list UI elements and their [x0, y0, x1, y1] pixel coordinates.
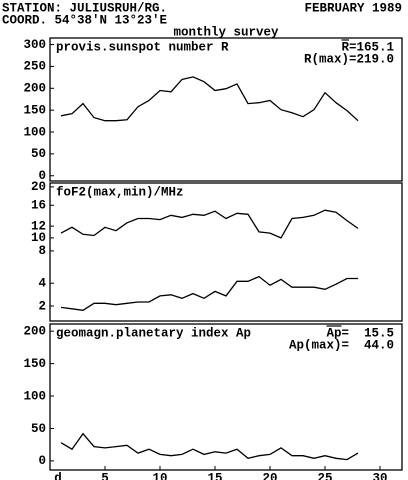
x-tick-label: 20: [262, 471, 277, 480]
y-tick-label: 200: [23, 82, 46, 96]
y-tick-label: 150: [23, 357, 46, 371]
panel-frame: [49, 37, 403, 182]
station: STATION: JULIUSRUH/RG.: [2, 1, 167, 15]
y-tick-label: 4: [38, 276, 46, 290]
annotation: R=165.1: [341, 40, 394, 54]
y-tick-label: 0: [38, 169, 46, 183]
panel-frame: [49, 182, 403, 322]
annotation: Ap(max)= 44.0: [289, 338, 394, 352]
y-tick-label: 300: [23, 38, 46, 52]
x-tick-label: 10: [152, 471, 167, 480]
panel-label: provis.sunspot number R: [56, 40, 229, 54]
y-tick-label: 2: [38, 299, 46, 313]
y-tick-label: 10: [31, 231, 46, 245]
data-line: [60, 275, 358, 311]
y-tick-label: 200: [23, 324, 46, 338]
x-label: d: [54, 471, 62, 480]
y-tick-label: 16: [31, 199, 46, 213]
x-tick-label: 25: [317, 471, 332, 480]
y-tick-label: 50: [31, 422, 46, 436]
y-tick-label: 20: [31, 180, 46, 194]
panel-frame: [49, 323, 403, 471]
y-tick-label: 100: [23, 125, 46, 139]
data-line: [60, 209, 359, 239]
x-tick-label: 15: [207, 471, 222, 480]
panel-label: foF2(max,min)/MHz: [56, 185, 184, 199]
y-tick-label: 150: [23, 103, 46, 117]
y-tick-label: 0: [38, 454, 46, 468]
annotation: R(max)=219.0: [304, 52, 394, 66]
y-tick-label: 8: [38, 244, 46, 258]
x-tick-label: 30: [372, 471, 387, 480]
y-tick-label: 250: [23, 60, 46, 74]
date: FEBRUARY 1989: [304, 1, 402, 15]
x-tick-label: 5: [101, 471, 109, 480]
y-tick-label: 100: [23, 389, 46, 403]
y-tick-label: 50: [31, 147, 46, 161]
panel-label: geomagn.planetary index Ap: [56, 326, 251, 340]
data-line: [60, 76, 359, 122]
coord: COORD. 54°38'N 13°23'E: [2, 13, 167, 27]
y-tick-label: 12: [31, 219, 46, 233]
annotation: Ap= 15.5: [326, 326, 394, 340]
subtitle: monthly survey: [173, 25, 279, 39]
data-line: [60, 432, 359, 461]
